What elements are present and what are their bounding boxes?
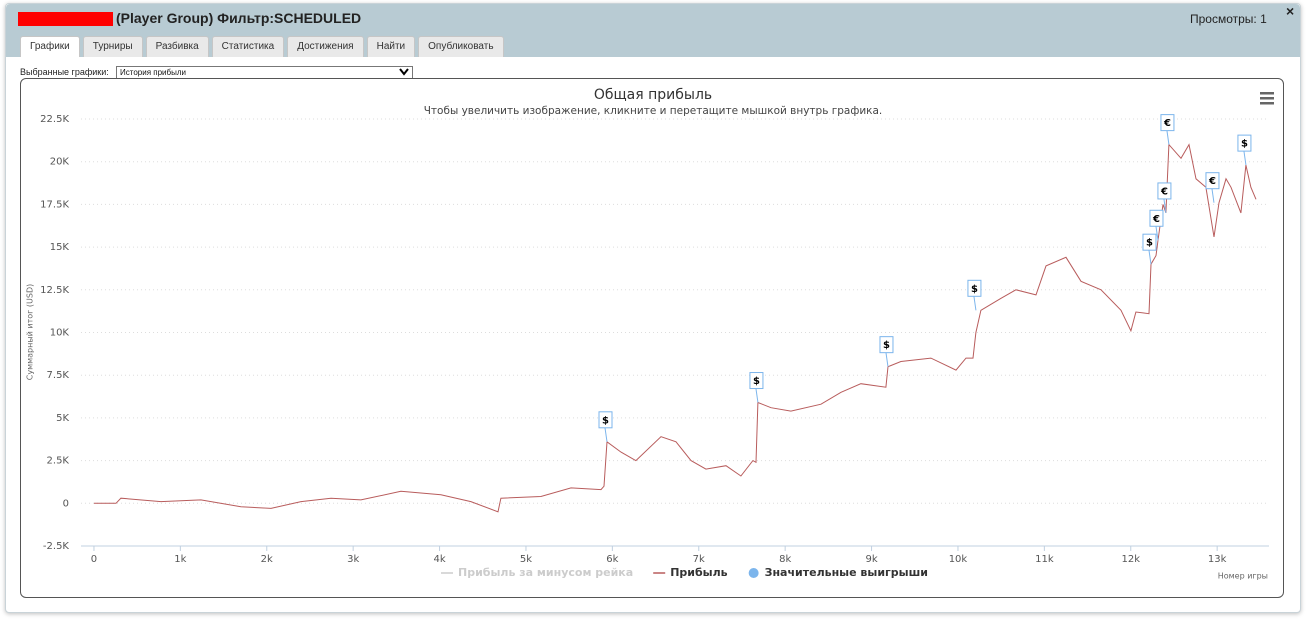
window: (Player Group) Фильтр:SCHEDULED Просмотр… xyxy=(5,3,1301,613)
y-axis-title: Суммарный итог (USD) xyxy=(26,284,35,381)
y-tick-label: 5K xyxy=(56,413,69,424)
flag-label: $ xyxy=(753,376,760,387)
selector-label: Выбранные графики: xyxy=(20,67,109,77)
flag: € xyxy=(1149,209,1164,241)
flag-label: € xyxy=(1152,214,1160,225)
flag-stem xyxy=(604,427,608,442)
flag-box xyxy=(1160,114,1175,132)
flag-box xyxy=(1149,209,1164,227)
y-tick-label: 12.5K xyxy=(40,285,69,296)
flag-stem xyxy=(1163,198,1167,214)
flag: € xyxy=(1160,114,1175,145)
flag: $ xyxy=(598,411,613,442)
legend-symbol xyxy=(748,568,759,578)
flag: $ xyxy=(1142,233,1157,265)
chart-subtitle: Чтобы увеличить изображение, кликните и … xyxy=(424,105,883,117)
select-value: История прибыли xyxy=(120,68,186,77)
legend-label: Прибыль за минусом рейка xyxy=(458,566,633,579)
menu-button[interactable] xyxy=(1260,92,1274,105)
flag-box xyxy=(1142,233,1157,251)
x-tick-label: 13k xyxy=(1208,554,1227,565)
flag-label: € xyxy=(1163,118,1171,129)
tab[interactable]: Графики xyxy=(20,36,80,57)
chart: Общая прибыль Чтобы увеличить изображени… xyxy=(26,87,1274,581)
legend-label: Прибыль xyxy=(670,566,727,579)
x-tick-label: 12k xyxy=(1122,554,1141,565)
x-tick-label: 3k xyxy=(347,554,359,565)
redacted-name xyxy=(18,12,113,26)
flag: $ xyxy=(879,336,894,367)
x-tick-label: 1k xyxy=(174,554,186,565)
flag-label: € xyxy=(1160,186,1168,197)
flag: $ xyxy=(749,372,764,403)
x-tick-label: 10k xyxy=(949,554,968,565)
flag: $ xyxy=(1237,134,1252,166)
flag: € xyxy=(1157,182,1172,214)
flag-stem xyxy=(885,352,889,367)
y-tick-label: 2.5K xyxy=(47,456,70,467)
legend-label: Значительные выигрыши xyxy=(765,566,928,579)
flag-stem xyxy=(1148,250,1152,265)
flag-label: $ xyxy=(883,340,890,351)
flag-box xyxy=(879,336,894,354)
tab[interactable]: Достижения xyxy=(287,36,364,57)
x-tick-label: 6k xyxy=(606,554,618,565)
tab[interactable]: Разбивка xyxy=(145,36,209,57)
menu-bar xyxy=(1260,102,1274,105)
y-tick-label: 22.5K xyxy=(40,114,69,125)
chart-container: Общая прибыль Чтобы увеличить изображени… xyxy=(20,78,1284,598)
flag-box xyxy=(749,372,764,390)
tab[interactable]: Турниры xyxy=(82,36,143,57)
flag-stem xyxy=(1211,188,1215,203)
tab[interactable]: Статистика xyxy=(211,36,285,57)
x-tick-label: 5k xyxy=(520,554,532,565)
tabs: Графики Турниры Разбивка Статистика Достижен… xyxy=(20,36,504,57)
y-tick-label: 0 xyxy=(63,498,69,509)
x-axis-title: Номер игры xyxy=(1218,572,1268,581)
flag-stem xyxy=(1155,226,1159,241)
flag: € xyxy=(1205,172,1220,203)
flag-label: € xyxy=(1208,176,1216,187)
x-tick-label: 11k xyxy=(1035,554,1054,565)
flag-stem xyxy=(973,296,977,311)
select-arrow xyxy=(399,68,409,76)
profit-line xyxy=(94,143,1257,513)
flag-label: $ xyxy=(1241,139,1248,150)
menu-bar xyxy=(1260,97,1274,100)
header: (Player Group) Фильтр:SCHEDULED Просмотр… xyxy=(6,3,1300,57)
x-tick-label: 4k xyxy=(433,554,445,565)
menu-bar xyxy=(1260,92,1274,95)
y-tick-label: 15K xyxy=(50,242,70,253)
y-tick-label: 17.5K xyxy=(40,199,69,210)
flag-box xyxy=(1237,134,1252,152)
flag-label: $ xyxy=(971,284,978,295)
flag-label: $ xyxy=(602,415,609,426)
y-tick-label: 7.5K xyxy=(47,370,70,381)
window-title: (Player Group) Фильтр:SCHEDULED xyxy=(116,10,362,26)
flag-label: $ xyxy=(1146,238,1153,249)
flag-stem xyxy=(1243,151,1247,166)
x-tick-label: 7k xyxy=(693,554,705,565)
x-tick-label: 2k xyxy=(261,554,273,565)
flag-box xyxy=(598,411,613,429)
flag-box xyxy=(967,279,982,297)
y-tick-label: 10K xyxy=(50,328,70,339)
close-button[interactable]: × xyxy=(1286,3,1295,19)
flag-box xyxy=(1205,172,1220,190)
flag-stem xyxy=(755,388,759,403)
flag-stem xyxy=(1166,130,1170,145)
y-tick-label: -2.5K xyxy=(43,541,70,552)
x-tick-label: 8k xyxy=(779,554,791,565)
flag: $ xyxy=(967,279,982,311)
tab[interactable]: Найти xyxy=(366,36,416,57)
views-count: Просмотры: 1 xyxy=(1190,12,1267,26)
x-tick-label: 9k xyxy=(865,554,877,565)
chart-title: Общая прибыль xyxy=(594,87,712,103)
y-tick-label: 20K xyxy=(50,157,70,168)
flag-box xyxy=(1157,182,1172,200)
tab[interactable]: Опубликовать xyxy=(418,36,504,57)
x-tick-label: 0 xyxy=(91,554,97,565)
